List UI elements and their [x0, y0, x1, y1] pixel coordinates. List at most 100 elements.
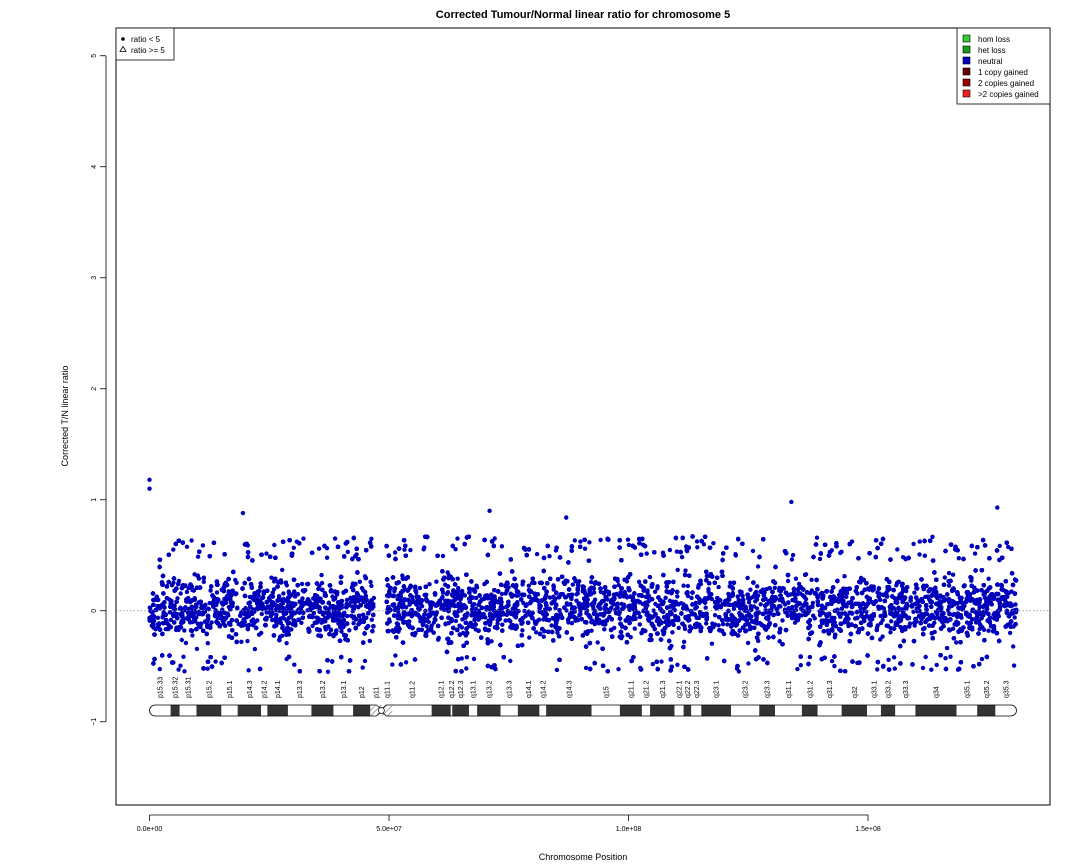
data-point [402, 547, 407, 552]
data-point [532, 580, 537, 586]
data-point [671, 606, 676, 612]
data-point [178, 663, 183, 668]
data-point [182, 669, 187, 674]
data-point [183, 640, 189, 646]
data-point [636, 579, 642, 584]
data-point [790, 604, 795, 610]
data-point [745, 575, 750, 581]
data-point [1011, 644, 1016, 649]
data-point [1013, 602, 1018, 607]
data-point [941, 598, 947, 603]
data-point [587, 540, 592, 545]
data-point [807, 654, 813, 660]
data-point [264, 551, 269, 556]
data-point [554, 667, 560, 673]
data-point [917, 552, 922, 557]
data-point [878, 637, 883, 642]
data-point [683, 568, 688, 573]
data-point [299, 581, 305, 587]
data-point [171, 580, 176, 585]
data-point [626, 604, 631, 609]
data-point [922, 553, 927, 558]
data-point [214, 590, 220, 595]
data-point [946, 583, 952, 588]
data-point [1012, 615, 1017, 620]
data-point [489, 639, 494, 644]
data-point [812, 616, 817, 621]
data-point [155, 615, 161, 620]
data-point [455, 613, 460, 619]
data-point [626, 542, 632, 548]
data-point [930, 534, 935, 539]
data-point [424, 592, 429, 597]
data-point [362, 658, 368, 664]
data-point [417, 585, 423, 591]
data-point [270, 590, 275, 595]
data-point [736, 669, 742, 674]
data-point [489, 592, 494, 597]
data-points [147, 477, 1019, 674]
data-point [891, 655, 897, 660]
data-point [569, 621, 575, 626]
data-point [667, 547, 673, 553]
data-point [986, 576, 991, 581]
data-point [685, 593, 691, 599]
data-point [357, 579, 362, 584]
data-point [574, 592, 579, 597]
data-point [345, 549, 350, 555]
data-point [474, 595, 479, 601]
data-point [464, 666, 469, 671]
data-point [720, 622, 726, 627]
data-point [281, 616, 287, 621]
data-point [413, 584, 418, 589]
data-point [310, 623, 315, 629]
data-point [422, 545, 427, 550]
data-point [670, 630, 675, 635]
data-point [979, 656, 985, 662]
data-point [455, 536, 460, 541]
data-point [259, 611, 264, 617]
data-point [694, 539, 700, 544]
data-point [387, 617, 392, 622]
data-point [679, 554, 685, 560]
data-point [205, 641, 210, 646]
data-point [889, 619, 894, 624]
data-point [314, 615, 319, 620]
data-point [527, 635, 532, 640]
data-point [676, 625, 681, 631]
data-point [184, 589, 190, 595]
data-point [711, 541, 716, 546]
data-point [572, 538, 577, 543]
data-point [520, 628, 525, 633]
data-point [981, 627, 987, 632]
data-point [464, 655, 470, 660]
data-point [651, 608, 656, 613]
data-point [810, 600, 816, 606]
data-point [406, 597, 411, 602]
data-point [274, 612, 279, 617]
data-point [895, 547, 900, 552]
data-point [591, 590, 597, 595]
data-point [499, 591, 505, 597]
data-point [258, 581, 263, 586]
data-point [272, 542, 277, 548]
data-point [408, 547, 413, 553]
data-point [570, 582, 575, 587]
data-point [645, 588, 650, 593]
data-point [460, 590, 465, 595]
data-point [647, 574, 653, 580]
data-point [316, 586, 321, 592]
data-point [760, 611, 765, 617]
data-point [503, 618, 508, 623]
data-point [689, 595, 694, 601]
data-point [368, 579, 373, 585]
data-point [360, 665, 365, 670]
data-point [675, 594, 680, 599]
data-point [880, 634, 885, 639]
data-point [755, 564, 761, 569]
data-point [735, 594, 740, 599]
data-point [875, 667, 880, 672]
data-point [652, 589, 658, 594]
data-point [682, 626, 688, 632]
data-point [982, 595, 988, 600]
